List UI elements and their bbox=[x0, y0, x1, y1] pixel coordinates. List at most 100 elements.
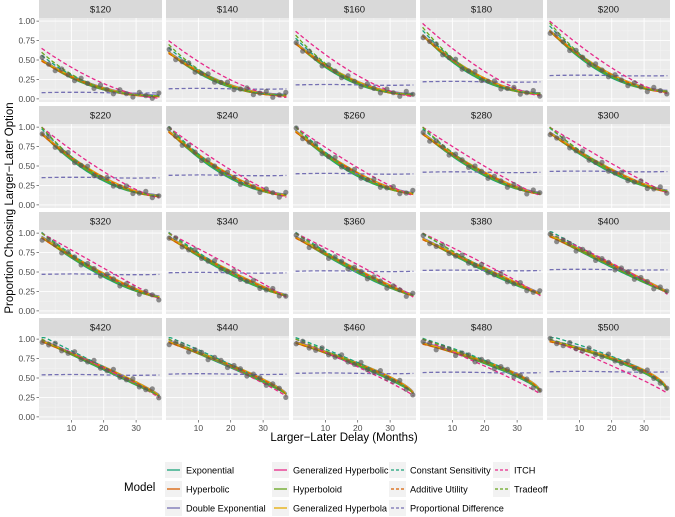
series-line-itch bbox=[41, 232, 160, 300]
y-tick-label: 0.50 bbox=[18, 373, 35, 383]
data-point bbox=[638, 368, 644, 374]
data-point bbox=[78, 162, 84, 168]
data-point bbox=[97, 82, 104, 88]
data-point bbox=[179, 142, 185, 148]
data-point bbox=[339, 258, 345, 264]
data-point bbox=[136, 291, 142, 297]
data-point bbox=[485, 78, 491, 84]
data-point bbox=[123, 281, 129, 287]
data-point bbox=[593, 351, 599, 358]
data-point bbox=[498, 271, 504, 277]
data-point bbox=[358, 175, 364, 181]
data-point bbox=[218, 357, 224, 363]
data-point bbox=[651, 186, 657, 192]
data-point bbox=[466, 164, 472, 170]
series-line-itch bbox=[168, 126, 287, 198]
legend-label: Double Exponential bbox=[186, 503, 266, 513]
data-point bbox=[410, 91, 416, 97]
data-point bbox=[179, 244, 185, 250]
series-line-additive-utility bbox=[422, 239, 541, 296]
data-point bbox=[384, 185, 390, 191]
data-point bbox=[186, 349, 192, 355]
series-line-proportional-difference bbox=[295, 372, 414, 375]
data-point bbox=[91, 357, 97, 363]
data-point bbox=[491, 272, 497, 278]
data-point bbox=[364, 276, 370, 282]
data-point bbox=[612, 170, 618, 176]
data-point bbox=[300, 48, 306, 54]
data-point bbox=[218, 79, 224, 85]
facet-label: $300 bbox=[598, 111, 619, 122]
data-point bbox=[537, 387, 543, 393]
data-point bbox=[205, 258, 211, 264]
data-point bbox=[313, 55, 319, 61]
data-point bbox=[612, 267, 618, 273]
data-point bbox=[117, 87, 123, 93]
data-point bbox=[638, 84, 644, 90]
data-point bbox=[173, 235, 179, 241]
data-point bbox=[244, 278, 250, 284]
data-point bbox=[446, 152, 452, 158]
data-point bbox=[332, 154, 338, 160]
series-line-proportional-difference bbox=[168, 174, 287, 177]
series-line-additive-utility bbox=[41, 60, 160, 98]
data-point bbox=[97, 273, 104, 279]
legend-item: Constant Sensitivity bbox=[389, 462, 491, 478]
data-point bbox=[453, 352, 459, 359]
data-point bbox=[427, 138, 433, 144]
data-point bbox=[46, 133, 52, 139]
data-point bbox=[567, 240, 573, 247]
data-point bbox=[554, 31, 560, 37]
data-point bbox=[605, 168, 612, 174]
data-point bbox=[491, 366, 497, 372]
data-point bbox=[547, 30, 553, 36]
data-point bbox=[377, 184, 383, 190]
facet-strip bbox=[39, 318, 162, 336]
data-point bbox=[530, 87, 536, 94]
data-point bbox=[332, 68, 338, 74]
series-line-proportional-difference bbox=[295, 83, 414, 86]
data-point bbox=[427, 241, 433, 247]
facet-label: $160 bbox=[344, 5, 365, 16]
data-point bbox=[472, 359, 478, 365]
data-point bbox=[59, 148, 65, 154]
data-point bbox=[319, 151, 325, 157]
x-tick-label: 30 bbox=[512, 423, 522, 433]
x-tick-label: 30 bbox=[639, 423, 649, 433]
data-point bbox=[78, 75, 84, 81]
data-point bbox=[85, 163, 91, 169]
data-point bbox=[472, 262, 478, 269]
data-point bbox=[72, 78, 78, 84]
data-point bbox=[433, 347, 439, 353]
series-line-itch bbox=[549, 338, 668, 394]
x-tick-label: 30 bbox=[385, 423, 395, 433]
data-point bbox=[377, 278, 383, 284]
data-point bbox=[433, 41, 439, 47]
data-point bbox=[72, 254, 78, 260]
data-point bbox=[371, 274, 377, 280]
data-point bbox=[345, 73, 351, 79]
data-point bbox=[504, 85, 510, 92]
data-point bbox=[377, 90, 383, 96]
data-point bbox=[143, 93, 149, 99]
series-line-constant-sensitivity bbox=[41, 336, 160, 397]
data-point bbox=[420, 35, 426, 41]
data-point bbox=[351, 264, 358, 270]
facet-strip bbox=[420, 0, 543, 18]
data-point bbox=[186, 247, 192, 253]
data-point bbox=[130, 376, 136, 382]
data-point bbox=[173, 339, 179, 345]
data-point bbox=[218, 266, 224, 272]
facet-strip bbox=[166, 318, 289, 336]
legend-item: Exponential bbox=[165, 462, 234, 478]
data-point bbox=[199, 157, 205, 164]
y-tick-label: 0.50 bbox=[18, 267, 35, 277]
facet-label: $320 bbox=[90, 217, 111, 228]
data-point bbox=[599, 159, 605, 165]
data-point bbox=[403, 293, 409, 299]
data-point bbox=[453, 56, 459, 62]
data-point bbox=[427, 340, 433, 346]
data-point bbox=[270, 94, 276, 100]
data-point bbox=[283, 293, 289, 299]
facet-panel: $360 bbox=[293, 212, 416, 314]
